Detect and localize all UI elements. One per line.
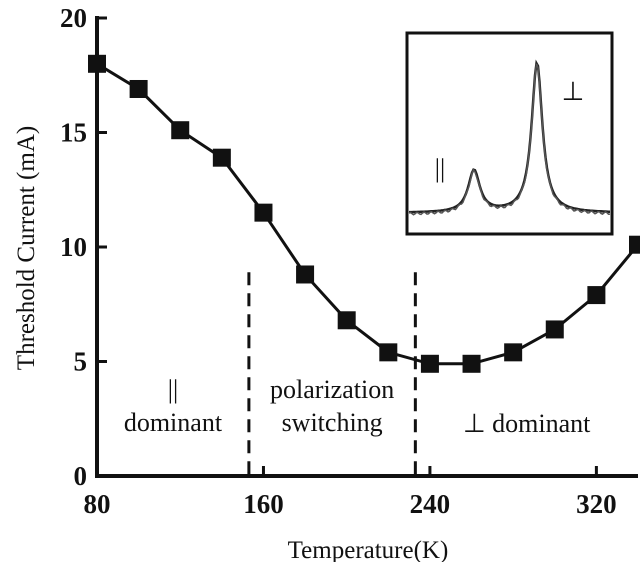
x-tick-label: 160	[243, 489, 284, 519]
data-point	[171, 121, 190, 140]
y-tick-label: 0	[74, 461, 88, 491]
data-point	[379, 343, 398, 362]
data-point	[254, 203, 273, 222]
y-tick-label: 15	[60, 118, 87, 148]
inset-spectrum: || ⊥	[405, 31, 614, 236]
inset-parallel-label: ||	[435, 154, 445, 183]
data-point	[462, 354, 481, 373]
region-label: polarization	[270, 375, 394, 404]
data-point	[420, 354, 439, 373]
data-point	[212, 148, 231, 167]
y-axis-label: Threshold Current (mA)	[13, 126, 40, 370]
data-point	[88, 54, 106, 73]
data-point	[337, 311, 356, 330]
data-point	[587, 286, 606, 305]
region-label: dominant	[124, 408, 223, 437]
x-axis-label: Temperature(K)	[288, 537, 449, 562]
data-point	[545, 320, 564, 339]
data-point	[129, 79, 148, 98]
y-tick-label: 5	[74, 347, 88, 377]
axis-ticks: 0 5 10 15 20 80 160 240 320	[60, 3, 617, 519]
x-tick-label: 240	[410, 489, 451, 519]
data-point	[504, 343, 523, 362]
inset-spectrum-curve-overlay	[408, 63, 611, 216]
data-point	[296, 265, 315, 284]
y-tick-label: 20	[60, 3, 87, 33]
x-tick-label: 320	[576, 489, 617, 519]
region-annotations: || dominant polarization switching ⊥ dominan…	[124, 272, 591, 476]
inset-perpendicular-label: ⊥	[562, 77, 585, 106]
inset-spectrum-curve	[409, 59, 610, 214]
y-tick-label: 10	[60, 232, 87, 262]
data-markers	[88, 54, 640, 373]
region-label: ||	[168, 375, 178, 404]
region-label: ⊥ dominant	[463, 409, 591, 438]
x-tick-label: 80	[84, 489, 111, 519]
inset-frame	[405, 31, 614, 236]
series-line	[96, 62, 640, 366]
data-point	[629, 235, 640, 254]
region-label: switching	[282, 408, 383, 437]
